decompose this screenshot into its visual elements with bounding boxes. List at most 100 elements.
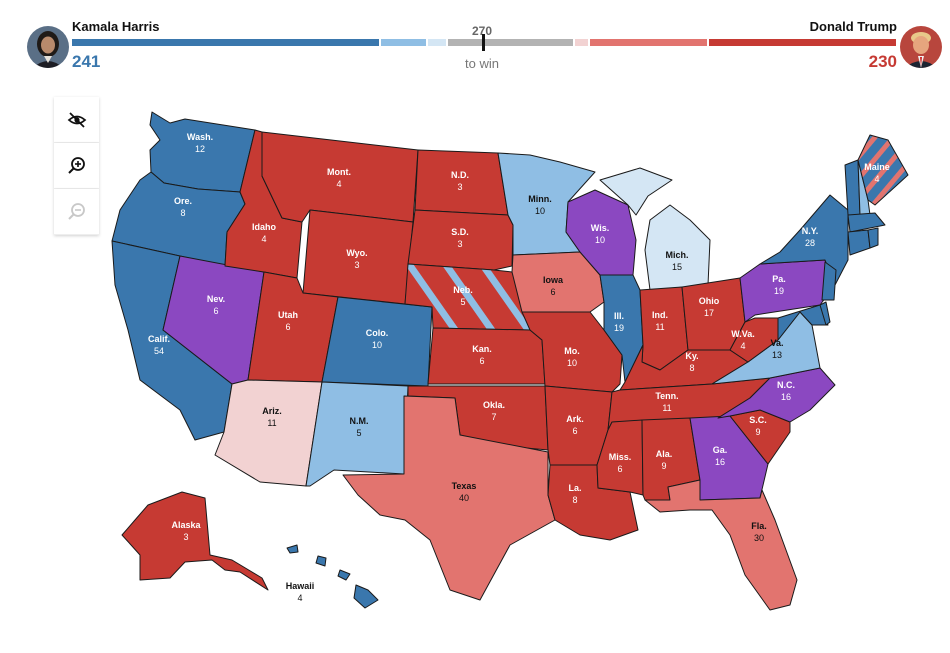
state-mont[interactable]: [261, 131, 419, 223]
state-mo[interactable]: [521, 311, 623, 393]
state-ev-ut: 6: [285, 322, 290, 332]
state-ev-me: 4: [874, 174, 879, 184]
state-label-ga: Ga.: [713, 445, 728, 455]
state-label-sd: S.D.: [451, 227, 469, 237]
state-label-mo: Mo.: [564, 346, 580, 356]
state-ev-mi: 15: [672, 262, 682, 272]
state-label-hi: Hawaii: [286, 581, 315, 591]
state-ev-pa: 19: [774, 286, 784, 296]
eye-off-icon: [67, 111, 86, 128]
state-ev-ga: 16: [715, 457, 725, 467]
state-de[interactable]: [819, 301, 831, 326]
state-label-ok: Okla.: [483, 400, 505, 410]
state-label-wi: Wis.: [591, 223, 609, 233]
state-label-nv: Nev.: [207, 294, 225, 304]
state-label-ky: Ky.: [685, 351, 698, 361]
state-maine[interactable]: [857, 134, 909, 206]
state-vt[interactable]: [844, 159, 861, 216]
state-ev-la: 8: [572, 495, 577, 505]
state-label-va: Va.: [770, 338, 783, 348]
state-ev-nv: 6: [213, 306, 218, 316]
state-ct[interactable]: [847, 229, 871, 256]
state-ariz[interactable]: [214, 379, 323, 487]
state-texas[interactable]: [342, 395, 556, 601]
state-label-ca: Calif.: [148, 334, 170, 344]
state-label-ar: Ark.: [566, 414, 584, 424]
bar-segment-toss-up: [448, 39, 574, 46]
state-ev-al: 9: [661, 461, 666, 471]
state-mich[interactable]: [599, 167, 711, 291]
state-ev-nc: 16: [781, 392, 791, 402]
state-label-id: Idaho: [252, 222, 277, 232]
state-label-wy: Wyo.: [346, 248, 367, 258]
electoral-header: Kamala Harris 241 270 to win Donald Trum…: [0, 0, 950, 80]
state-label-fl: Fla.: [751, 521, 767, 531]
trump-electoral-votes: 230: [868, 52, 897, 71]
state-fla[interactable]: [644, 479, 798, 611]
state-ri[interactable]: [867, 227, 879, 249]
state-ev-sd: 3: [457, 239, 462, 249]
state-label-co: Colo.: [366, 328, 389, 338]
bar-segment-lean-dem: [381, 39, 426, 46]
state-ev-ak: 3: [183, 532, 188, 542]
trump-name: Donald Trump: [809, 19, 897, 34]
state-labels: Wash.12Ore.8Calif.54Nev.6Idaho4Mont.4Wyo…: [148, 132, 890, 603]
threshold-value: 270: [472, 24, 493, 38]
state-ev-or: 8: [180, 208, 185, 218]
state-label-mi: Mich.: [665, 250, 688, 260]
state-nj[interactable]: [821, 261, 837, 301]
state-label-az: Ariz.: [262, 406, 282, 416]
state-ev-ny: 28: [805, 238, 815, 248]
state-ev-tn: 11: [662, 403, 671, 413]
zoom-out-button[interactable]: [54, 189, 99, 235]
state-ev-ms: 6: [617, 464, 622, 474]
state-label-wa: Wash.: [187, 132, 213, 142]
state-ev-mt: 4: [336, 179, 341, 189]
state-kan[interactable]: [427, 327, 546, 385]
state-ev-wv: 4: [740, 341, 745, 351]
state-label-ia: Iowa: [543, 275, 564, 285]
threshold-caption: to win: [465, 56, 499, 71]
state-label-tn: Tenn.: [655, 391, 678, 401]
trump-avatar: [900, 26, 942, 68]
zoom-in-button[interactable]: [54, 143, 99, 189]
state-label-ak: Alaska: [171, 520, 201, 530]
state-ev-tx: 40: [459, 493, 469, 503]
harris-avatar: [27, 26, 69, 68]
state-label-sc: S.C.: [749, 415, 767, 425]
state-label-nd: N.D.: [451, 170, 469, 180]
state-ev-in: 11: [655, 322, 664, 332]
state-label-nc: N.C.: [777, 380, 795, 390]
state-ev-ar: 6: [572, 426, 577, 436]
zoom-in-icon: [67, 156, 85, 174]
bar-segment-safe-dem: [72, 39, 380, 46]
map-controls: [54, 97, 99, 235]
bar-segment-safe-rep: [709, 39, 896, 46]
state-label-pa: Pa.: [772, 274, 786, 284]
state-alaska[interactable]: [121, 491, 269, 591]
state-hawaii[interactable]: [286, 544, 379, 609]
state-ev-wy: 3: [354, 260, 359, 270]
state-label-ny: N.Y.: [802, 226, 819, 236]
state-ma[interactable]: [847, 212, 886, 233]
state-label-oh: Ohio: [699, 296, 720, 306]
state-ev-ca: 54: [154, 346, 164, 356]
state-label-ne: Neb.: [453, 285, 473, 295]
state-ev-sc: 9: [755, 427, 760, 437]
state-ev-ok: 7: [491, 412, 496, 422]
state-ev-ia: 6: [550, 287, 555, 297]
state-label-al: Ala.: [656, 449, 673, 459]
bar-segment-tilt-dem: [427, 39, 447, 46]
state-ev-nd: 3: [457, 182, 462, 192]
state-ev-az: 11: [267, 418, 276, 428]
state-ev-co: 10: [372, 340, 382, 350]
state-ev-ne: 5: [460, 297, 465, 307]
state-ev-wi: 10: [595, 235, 605, 245]
state-label-ms: Miss.: [609, 452, 632, 462]
state-ev-mo: 10: [567, 358, 577, 368]
bar-segment-tilt-rep: [575, 39, 589, 46]
state-ev-wa: 12: [195, 144, 205, 154]
state-ev-il: 19: [614, 323, 624, 333]
hide-button[interactable]: [54, 97, 99, 143]
